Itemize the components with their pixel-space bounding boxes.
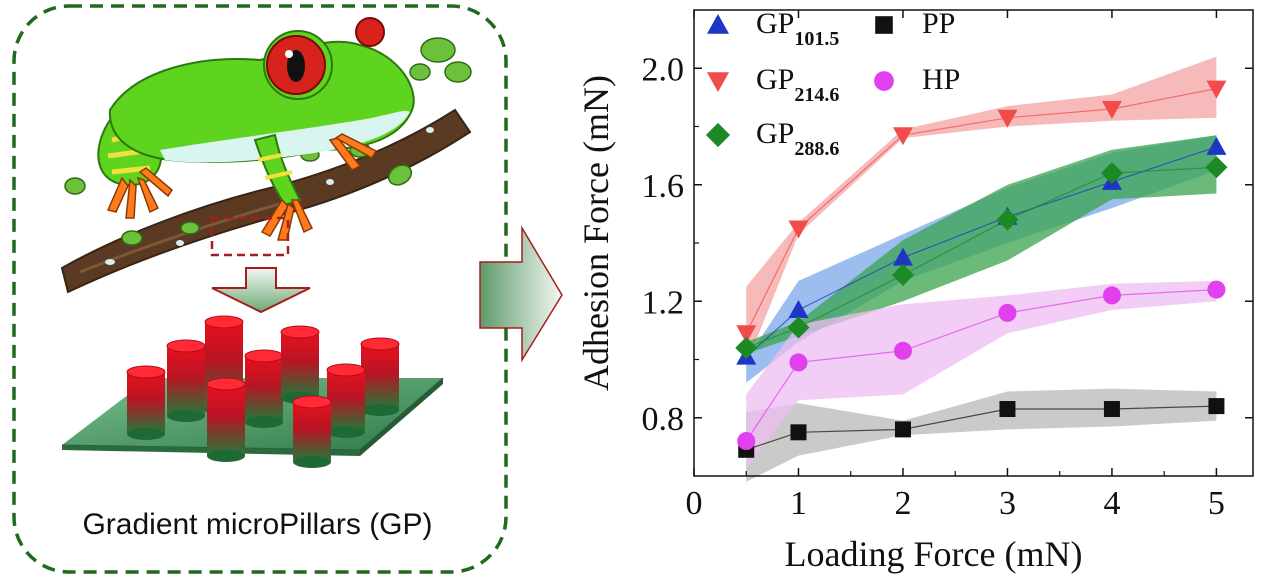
adhesion-chart: 0 1 2 3 4 5 0.8 1.2 1.6 2.0 Loading Force (mN) Ad… [576, 7, 1254, 574]
data-point-pp [1208, 398, 1225, 415]
data-point-hp [1102, 286, 1121, 305]
legend-marker-gp101-5 [707, 14, 729, 34]
series-band-gp214-6 [746, 56, 1217, 366]
data-point-hp [1207, 280, 1226, 299]
y-axis-label: Adhesion Force (mN) [576, 75, 616, 391]
micro-pillar [280, 325, 320, 404]
data-point-gp288-6 [996, 208, 1019, 231]
data-point-gp101-5 [892, 247, 913, 266]
legend-label-hp: HP [922, 63, 960, 96]
series-band-gp288-6 [746, 135, 1217, 354]
selection-box [210, 216, 290, 257]
arrow-right-icon [479, 225, 563, 363]
axis-ticks: 0 1 2 3 4 5 0.8 1.2 1.6 2.0 [642, 10, 1253, 522]
data-point-hp [737, 432, 756, 451]
y-tick-label: 1.2 [642, 284, 685, 321]
legend-label-gp288-6: GP288.6 [756, 117, 839, 160]
y-tick-label: 0.8 [642, 401, 685, 438]
illustration-caption: Gradient microPillars (GP) [82, 508, 433, 541]
data-point-gp214-6 [1101, 101, 1122, 120]
data-point-gp288-6 [735, 336, 758, 359]
data-point-gp214-6 [736, 325, 757, 344]
data-point-gp288-6 [1205, 156, 1228, 179]
data-point-pp [1103, 401, 1120, 418]
legend-item-pp: PP [875, 7, 955, 40]
micro-pillar [206, 377, 246, 462]
data-point-gp214-6 [788, 220, 809, 239]
down-arrow-icon [211, 267, 311, 314]
legend-marker-hp [874, 71, 894, 91]
legend-label-gp214-6: GP214.6 [756, 63, 839, 106]
data-point-pp [894, 421, 911, 438]
micro-pillar [360, 337, 400, 416]
x-tick-label: 4 [1103, 485, 1120, 522]
series-band-hp [746, 280, 1217, 468]
data-point-hp [789, 353, 808, 372]
micro-pillar [244, 349, 284, 428]
legend-label-gp101-5: GP101.5 [756, 7, 839, 50]
legend-marker-pp [875, 16, 893, 34]
y-tick-label: 1.6 [642, 168, 685, 205]
x-tick-label: 0 [686, 485, 703, 522]
series-bands [746, 56, 1217, 482]
x-tick-label: 3 [999, 485, 1016, 522]
legend-label-pp: PP [922, 7, 955, 40]
series-line-hp [745, 289, 1217, 442]
series-markers [735, 80, 1228, 458]
legend-marker-gp288-6 [705, 122, 731, 148]
data-point-gp288-6 [891, 264, 914, 287]
legend-item-hp: HP [874, 63, 960, 96]
data-point-hp [893, 341, 912, 360]
y-tick-label: 2.0 [642, 51, 685, 88]
legend-item-gp101-5: GP101.5 [707, 7, 839, 50]
tree-frog-icon [97, 17, 415, 241]
data-point-gp214-6 [997, 109, 1018, 128]
series-line-gp288-6 [745, 166, 1217, 349]
x-axis-label: Loading Force (mN) [785, 534, 1083, 574]
micro-pillar [292, 395, 332, 468]
legend-item-gp288-6: GP288.6 [705, 117, 839, 160]
data-point-gp101-5 [1206, 136, 1227, 155]
data-point-pp [999, 401, 1016, 418]
data-point-gp288-6 [1100, 162, 1123, 185]
series-line-pp [746, 405, 1217, 451]
data-point-hp [998, 303, 1017, 322]
data-point-pp [790, 424, 807, 441]
legend: GP101.5 GP214.6 GP288.6 PP HP [705, 7, 960, 160]
micro-pillars [126, 315, 400, 468]
illustration-panel [12, 4, 563, 574]
series-band-pp [746, 388, 1217, 482]
data-point-gp214-6 [892, 127, 913, 146]
micro-pillar [326, 363, 366, 438]
data-point-gp214-6 [1206, 80, 1227, 99]
legend-marker-gp214-6 [707, 72, 729, 92]
x-tick-label: 1 [790, 485, 807, 522]
data-point-gp288-6 [787, 316, 810, 339]
x-tick-label: 2 [894, 485, 911, 522]
x-tick-label: 5 [1208, 485, 1225, 522]
micro-pillar [126, 365, 166, 440]
legend-item-gp214-6: GP214.6 [707, 63, 839, 106]
series-line-gp214-6 [745, 88, 1217, 334]
micro-pillar [166, 339, 206, 422]
data-point-gp101-5 [788, 299, 809, 318]
